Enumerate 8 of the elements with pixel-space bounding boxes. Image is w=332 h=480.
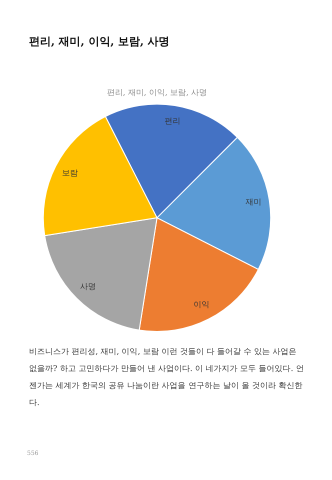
slice-label: 편리 <box>164 116 180 126</box>
slice-label: 이익 <box>193 300 210 310</box>
slice-label: 사명 <box>80 282 96 292</box>
slice-label: 보람 <box>62 168 78 178</box>
chart-subtitle: 편리, 재미, 이익, 보람, 사명 <box>106 88 208 97</box>
chart-title: 편리, 재미, 이익, 보람, 사명 <box>29 34 170 49</box>
text: 비즈니스가 편리성, 재미, 이익, 보람 이런 것들이 다 들어갈 수 있는 사업은 없을까? 하고 고민하다가 만들어 낸 사업이다. 이 네가지가 모두 들어있다. 언젠가는 세계가 한국의 공유 나눔이란 사업을 연구하는 날이 올 것이라 확신한다. <box>29 346 305 409</box>
slice-label: 재미 <box>246 198 262 207</box>
